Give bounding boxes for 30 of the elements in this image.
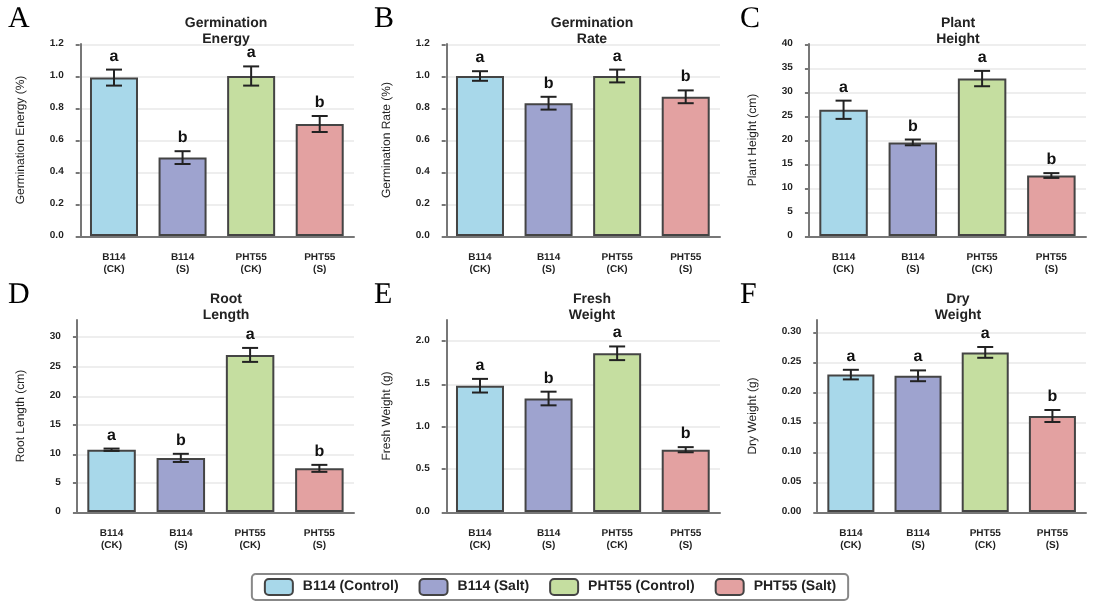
annotation: b: [1047, 387, 1058, 405]
annotation: b: [314, 93, 325, 111]
annotation: a: [612, 323, 623, 342]
annotation: b: [1046, 150, 1057, 169]
annotation: a: [980, 324, 991, 342]
text: A: [8, 3, 30, 35]
annotation: b: [177, 128, 188, 147]
annotation: a: [475, 48, 486, 67]
text: F: [740, 279, 757, 311]
annotation: a: [846, 346, 857, 365]
annotation: a: [913, 347, 924, 366]
annotation: a: [839, 77, 850, 96]
annotation: a: [977, 47, 988, 66]
text: C: [740, 3, 761, 35]
annotation: a: [475, 355, 486, 374]
annotation: b: [680, 424, 691, 443]
annotation: a: [245, 324, 256, 343]
annotation: a: [246, 43, 257, 62]
annotation: b: [680, 67, 691, 86]
annotation: a: [109, 46, 120, 65]
text: B: [374, 3, 395, 35]
annotation: b: [543, 73, 554, 92]
annotation: a: [612, 46, 623, 65]
text: D: [8, 279, 30, 311]
annotation: b: [907, 116, 918, 135]
text: E: [374, 279, 393, 311]
annotation: a: [107, 425, 118, 444]
annotation: b: [175, 430, 186, 449]
annotation: b: [543, 368, 554, 387]
annotation: b: [314, 441, 325, 460]
